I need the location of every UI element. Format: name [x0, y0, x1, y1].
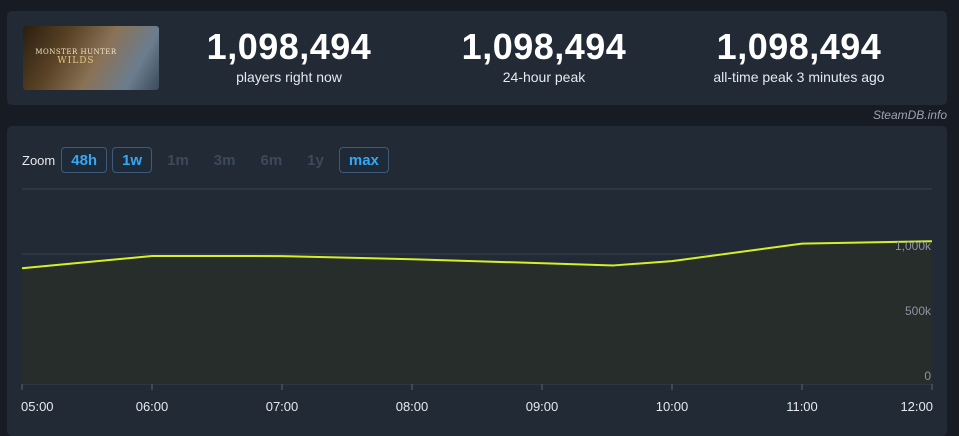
day-peak-value: 1,098,494: [461, 26, 627, 67]
x-tick-label: 08:00: [396, 399, 429, 414]
player-chart-card: Zoom 48h 1w 1m 3m 6m 1y max 0 500k 1,000k 0…: [7, 126, 947, 436]
game-logo-line2: WILDS: [57, 56, 95, 66]
y-tick-label: 1,000k: [895, 239, 932, 253]
day-peak-label: 24-hour peak: [502, 69, 586, 85]
day-peak-stat: 1,098,494 24-hour peak: [424, 26, 664, 86]
zoom-1y-button[interactable]: 1y: [307, 151, 324, 169]
game-logo-line1: MONSTER HUNTER: [35, 48, 117, 56]
x-tick-label: 10:00: [656, 399, 689, 414]
y-tick-label: 0: [924, 369, 931, 383]
current-players-label: players right now: [236, 69, 342, 85]
zoom-label: Zoom: [22, 152, 56, 168]
y-tick-label: 500k: [905, 304, 932, 318]
zoom-1m-button[interactable]: 1m: [167, 151, 189, 169]
all-time-peak-label: all-time peak 3 minutes ago: [713, 69, 885, 85]
all-time-peak-stat: 1,098,494 all-time peak 3 minutes ago: [679, 26, 919, 86]
x-tick-label: 07:00: [266, 399, 299, 414]
chart-area-fill: [22, 241, 932, 384]
zoom-controls: Zoom 48h 1w 1m 3m 6m 1y max: [22, 146, 394, 174]
zoom-3m-button[interactable]: 3m: [213, 151, 236, 169]
x-tick-label: 11:00: [786, 399, 818, 414]
current-players-stat: 1,098,494 players right now: [169, 26, 409, 86]
zoom-max-button[interactable]: max: [338, 147, 389, 173]
zoom-6m-button[interactable]: 6m: [260, 151, 283, 169]
x-tick-label: 09:00: [526, 399, 559, 414]
player-stats-card: MONSTER HUNTER WILDS 1,098,494 players r…: [7, 11, 947, 105]
x-tick-label: 12:00: [900, 399, 933, 414]
current-players-value: 1,098,494: [206, 26, 372, 67]
all-time-peak-value: 1,098,494: [716, 26, 882, 67]
players-series-line: [21, 240, 933, 270]
steamdb-credit-link[interactable]: SteamDB.info: [872, 108, 947, 122]
game-logo: MONSTER HUNTER WILDS: [31, 48, 121, 66]
zoom-1w-button[interactable]: 1w: [112, 147, 153, 173]
x-tick-label: 06:00: [136, 399, 169, 414]
game-banner-image[interactable]: MONSTER HUNTER WILDS: [23, 26, 159, 90]
zoom-48h-button[interactable]: 48h: [61, 147, 108, 173]
x-tick-label: 05:00: [21, 399, 54, 414]
player-count-chart[interactable]: 0 500k 1,000k 05:00 06:00 07:00 08:00 09:00 10:0…: [7, 126, 947, 432]
